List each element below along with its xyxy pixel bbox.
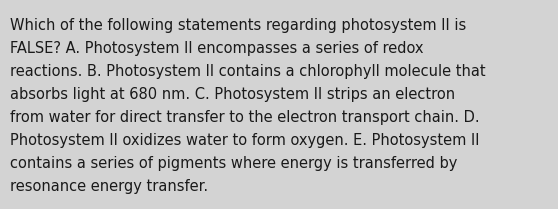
Text: Which of the following statements regarding photosystem II is: Which of the following statements regard…	[10, 18, 466, 33]
Text: contains a series of pigments where energy is transferred by: contains a series of pigments where ener…	[10, 156, 458, 171]
Text: FALSE? A. Photosystem II encompasses a series of redox: FALSE? A. Photosystem II encompasses a s…	[10, 41, 424, 56]
Text: Photosystem II oxidizes water to form oxygen. E. Photosystem II: Photosystem II oxidizes water to form ox…	[10, 133, 479, 148]
Text: resonance energy transfer.: resonance energy transfer.	[10, 179, 208, 194]
Text: from water for direct transfer to the electron transport chain. D.: from water for direct transfer to the el…	[10, 110, 480, 125]
Text: absorbs light at 680 nm. C. Photosystem II strips an electron: absorbs light at 680 nm. C. Photosystem …	[10, 87, 455, 102]
Text: reactions. B. Photosystem II contains a chlorophyll molecule that: reactions. B. Photosystem II contains a …	[10, 64, 485, 79]
